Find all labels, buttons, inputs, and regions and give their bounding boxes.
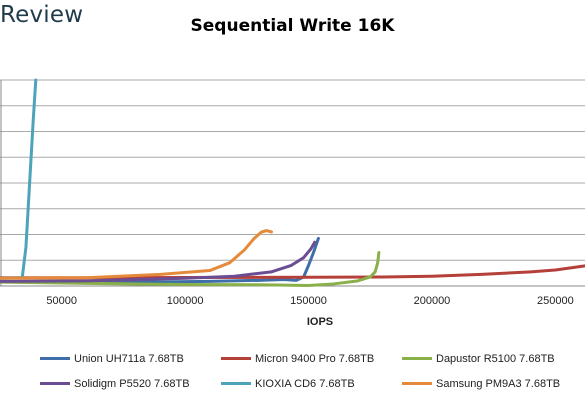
x-tick-label: 50000	[46, 295, 77, 307]
legend-label: Dapustor R5100 7.68TB	[436, 352, 555, 365]
x-tick-label: 150000	[290, 295, 327, 307]
legend-swatch	[40, 382, 70, 385]
x-axis-label: IOPS	[306, 316, 334, 328]
x-tick-label: 200000	[414, 295, 451, 307]
legend-label: KIOXIA CD6 7.68TB	[255, 377, 355, 390]
series-line	[0, 78, 38, 280]
series-line	[0, 251, 381, 287]
chart-title: Sequential Write 16K	[190, 16, 395, 36]
series-line	[0, 236, 320, 284]
legend-swatch	[40, 357, 70, 360]
gridlines	[0, 79, 585, 261]
legend-item: Union UH711a 7.68TB	[40, 353, 221, 365]
x-tick-label: 100000	[167, 295, 204, 307]
legend-swatch	[221, 382, 251, 385]
legend-item: Samsung PM9A3 7.68TB	[402, 378, 583, 390]
legend-item: KIOXIA CD6 7.68TB	[221, 378, 402, 390]
legend-item: Solidigm P5520 7.68TB	[40, 378, 221, 390]
series-lines	[0, 78, 585, 287]
x-tick-label: 250000	[537, 295, 574, 307]
series-line	[0, 264, 585, 280]
legend-item: Dapustor R5100 7.68TB	[402, 353, 583, 365]
legend-label: Micron 9400 Pro 7.68TB	[255, 352, 375, 365]
legend-row: Union UH711a 7.68TB Micron 9400 Pro 7.68…	[40, 346, 585, 371]
legend-item: Micron 9400 Pro 7.68TB	[221, 353, 402, 365]
brand-logo-text: Review	[0, 2, 84, 28]
legend-swatch	[402, 357, 432, 360]
legend-swatch	[221, 357, 251, 360]
legend-row: Solidigm P5520 7.68TB KIOXIA CD6 7.68TB …	[40, 371, 585, 396]
legend-label: Solidigm P5520 7.68TB	[74, 377, 190, 390]
series-line	[0, 240, 317, 283]
legend-label: Samsung PM9A3 7.68TB	[436, 377, 561, 390]
series-line	[0, 229, 274, 280]
x-axis-ticks: 50000 100000 150000 200000 250000	[46, 295, 573, 307]
legend: Union UH711a 7.68TB Micron 9400 Pro 7.68…	[40, 346, 585, 396]
legend-swatch	[402, 382, 432, 385]
legend-label: Union UH711a 7.68TB	[74, 352, 184, 365]
